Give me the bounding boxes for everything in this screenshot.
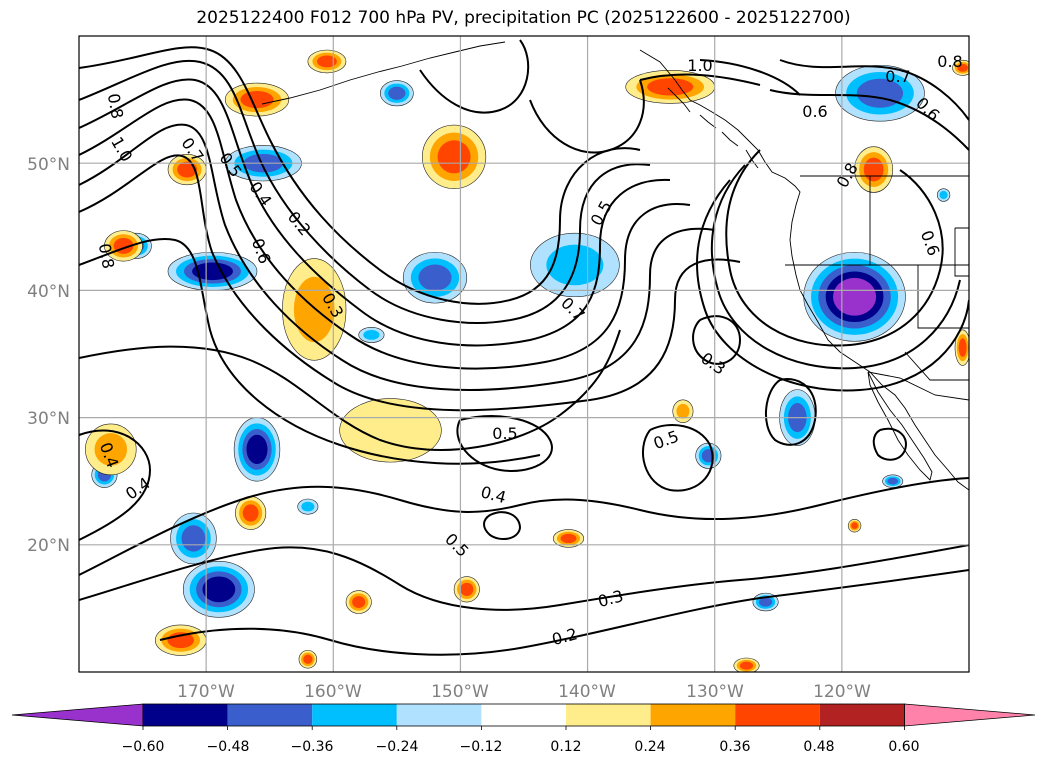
colorbar-segment bbox=[143, 704, 228, 726]
colorbar-segment bbox=[397, 704, 482, 726]
colorbar-tick-label: 0.24 bbox=[634, 739, 665, 755]
positive-precip-level bbox=[240, 91, 273, 108]
colorbar-segment bbox=[228, 704, 313, 726]
negative-precip-blob bbox=[183, 561, 254, 617]
contour-label: 0.5 bbox=[492, 424, 517, 443]
negative-precip-level bbox=[363, 330, 379, 340]
positive-precip-level bbox=[647, 78, 693, 95]
positive-precip-level bbox=[561, 534, 577, 543]
lat-label-30n: 30°N bbox=[27, 409, 70, 429]
negative-precip-level bbox=[202, 576, 235, 602]
negative-precip-level bbox=[301, 502, 314, 512]
negative-precip-blob bbox=[937, 189, 950, 202]
lat-label-50n: 50°N bbox=[27, 155, 70, 175]
colorbar-segment bbox=[735, 704, 820, 726]
contour-label: 0.6 bbox=[802, 102, 827, 121]
positive-precip-blob bbox=[673, 400, 693, 423]
map-figure: 1.0 0.7 0.8 0.6 0.6 0.8 1.0 0.7 0.5 0.4 … bbox=[0, 0, 1047, 765]
positive-precip-blob bbox=[299, 650, 317, 668]
negative-precip-level bbox=[940, 191, 948, 199]
lon-label-130w: 130°W bbox=[686, 682, 744, 702]
colorbar-upper-arrow bbox=[904, 704, 1035, 726]
positive-precip-level bbox=[851, 522, 858, 529]
negative-precip-level bbox=[418, 264, 451, 290]
negative-precip-blob bbox=[359, 327, 384, 342]
negative-precip-blob bbox=[696, 443, 721, 468]
lat-label-40n: 40°N bbox=[27, 282, 70, 302]
longitude-labels: 170°W 160°W 150°W 140°W 130°W 120°W bbox=[177, 682, 871, 702]
colorbar-segment bbox=[312, 704, 397, 726]
positive-precip-blob bbox=[235, 496, 266, 529]
negative-precip-blob bbox=[380, 81, 413, 106]
negative-precip-blob bbox=[298, 499, 318, 514]
positive-precip-blob bbox=[308, 50, 346, 73]
colorbar-tick-label: −0.12 bbox=[460, 739, 503, 755]
negative-precip-blob bbox=[804, 252, 906, 341]
colorbar-tick-label: −0.60 bbox=[122, 739, 165, 755]
positive-precip-blob bbox=[454, 577, 479, 602]
negative-precip-level bbox=[833, 278, 876, 316]
positive-precip-level bbox=[959, 338, 967, 357]
negative-precip-blob bbox=[234, 418, 280, 482]
negative-precip-level bbox=[182, 525, 206, 551]
lon-label-120w: 120°W bbox=[813, 682, 871, 702]
latitude-labels: 50°N 40°N 30°N 20°N bbox=[27, 155, 70, 556]
colorbar-tick-labels: −0.60 −0.48 −0.36 −0.24 −0.12 0.12 0.24 … bbox=[122, 739, 920, 755]
positive-precip-level bbox=[740, 662, 753, 670]
contour-label: 0.7 bbox=[885, 67, 910, 86]
negative-precip-blob bbox=[168, 252, 257, 290]
lon-label-150w: 150°W bbox=[431, 682, 489, 702]
lat-label-20n: 20°N bbox=[27, 536, 70, 556]
colorbar-segment bbox=[651, 704, 736, 726]
colorbar-segment bbox=[481, 704, 566, 726]
colorbar-tick-label: −0.48 bbox=[207, 739, 250, 755]
positive-precip-level bbox=[243, 504, 259, 521]
positive-precip-level bbox=[303, 655, 312, 664]
negative-precip-level bbox=[388, 87, 405, 100]
negative-precip-blob bbox=[171, 513, 217, 564]
colorbar-tick-label: −0.36 bbox=[291, 739, 334, 755]
positive-precip-level bbox=[438, 140, 471, 173]
colorbar-tick-label: 0.48 bbox=[803, 739, 834, 755]
lon-label-140w: 140°W bbox=[558, 682, 616, 702]
colorbar bbox=[12, 704, 1035, 730]
colorbar-tick-label: 0.12 bbox=[550, 739, 581, 755]
colorbar-tick-label: 0.60 bbox=[888, 739, 919, 755]
positive-precip-level bbox=[460, 583, 473, 596]
positive-precip-level bbox=[676, 404, 689, 419]
lon-label-160w: 160°W bbox=[304, 682, 362, 702]
positive-precip-level bbox=[864, 158, 884, 182]
colorbar-tick-label: 0.36 bbox=[719, 739, 750, 755]
positive-precip-blob bbox=[346, 591, 371, 614]
colorbar-segment bbox=[566, 704, 651, 726]
colorbar-tick-label: −0.24 bbox=[376, 739, 419, 755]
lon-label-170w: 170°W bbox=[177, 682, 235, 702]
colorbar-lower-arrow bbox=[12, 704, 143, 726]
negative-precip-blob bbox=[883, 475, 903, 488]
positive-precip-blob bbox=[422, 125, 486, 189]
negative-precip-blob bbox=[403, 252, 467, 303]
positive-precip-level bbox=[352, 596, 365, 608]
colorbar-segment bbox=[820, 704, 905, 726]
contour-label: 1.0 bbox=[687, 56, 712, 75]
contour-label: 0.8 bbox=[937, 52, 962, 71]
negative-precip-level bbox=[887, 478, 898, 485]
negative-precip-level bbox=[246, 435, 267, 464]
positive-precip-blob bbox=[848, 519, 861, 532]
positive-precip-blob bbox=[734, 658, 759, 673]
